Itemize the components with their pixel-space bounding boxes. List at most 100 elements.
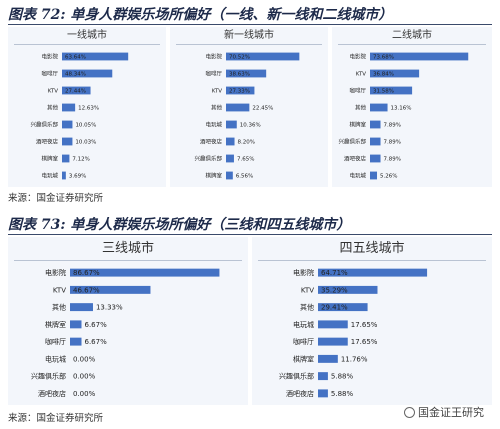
chart-title: 一线城市 bbox=[67, 30, 107, 41]
value-label: 46.67% bbox=[73, 286, 100, 294]
bar bbox=[226, 137, 235, 146]
bar bbox=[70, 320, 82, 329]
bar bbox=[318, 337, 348, 346]
value-label: 5.88% bbox=[331, 373, 354, 381]
category-label: 棋牌室 bbox=[41, 154, 58, 162]
category-label: 酒吧夜店 bbox=[286, 389, 314, 398]
bar bbox=[370, 154, 381, 163]
bar bbox=[318, 320, 348, 329]
chart-title: 新一线城市 bbox=[224, 30, 274, 41]
value-label: 13.16% bbox=[391, 105, 412, 111]
value-label: 0.00% bbox=[73, 373, 96, 381]
value-label: 7.65% bbox=[237, 156, 254, 162]
category-label: 棋牌室 bbox=[45, 320, 66, 329]
value-label: 36.84% bbox=[373, 71, 394, 77]
bar bbox=[318, 354, 338, 363]
chart-title: 四五线城市 bbox=[339, 241, 405, 256]
category-label: KTV bbox=[212, 88, 223, 94]
bar bbox=[62, 171, 66, 180]
figure-73-source: 来源：国金证券研究所 bbox=[8, 413, 104, 424]
figure-72-source: 来源：国金证券研究所 bbox=[8, 193, 104, 204]
category-label: 其他 bbox=[300, 303, 314, 312]
category-label: 兴趣俱乐部 bbox=[338, 137, 366, 145]
category-label: 其他 bbox=[47, 103, 59, 111]
category-label: 电玩城 bbox=[349, 171, 366, 179]
value-label: 86.67% bbox=[73, 269, 100, 277]
category-label: 酒吧夜店 bbox=[36, 137, 59, 145]
bar bbox=[62, 52, 129, 61]
bar bbox=[226, 69, 267, 78]
value-label: 17.65% bbox=[351, 338, 378, 346]
category-label: 电玩城 bbox=[41, 171, 58, 179]
bar bbox=[370, 137, 381, 146]
value-label: 48.34% bbox=[65, 71, 86, 77]
category-label: 酒吧夜店 bbox=[200, 137, 223, 145]
bar bbox=[70, 337, 82, 346]
bar bbox=[62, 137, 73, 146]
value-label: 73.68% bbox=[373, 54, 394, 60]
watermark-text: 国金证王研究 bbox=[418, 406, 484, 419]
value-label: 22.45% bbox=[252, 105, 273, 111]
figure-73-title: 图表 73: 单身人群娱乐场所偏好（三线和四五线城市） bbox=[8, 217, 351, 233]
value-label: 7.12% bbox=[72, 156, 89, 162]
category-label: 棋牌室 bbox=[205, 171, 222, 179]
value-label: 6.67% bbox=[85, 338, 108, 346]
value-label: 7.89% bbox=[384, 156, 401, 162]
value-label: 12.63% bbox=[78, 105, 99, 111]
chart-title-rule bbox=[14, 260, 242, 261]
chart-title-rule bbox=[176, 44, 322, 45]
bar-chart-tier1: 电影院 63.64% 咖啡厅 48.34% KTV 27.44% 其他 12.63% 兴趣俱乐部… bbox=[30, 52, 129, 180]
category-label: KTV bbox=[53, 286, 66, 294]
value-label: 10.03% bbox=[75, 139, 96, 145]
category-label: 其他 bbox=[355, 103, 367, 111]
value-label: 0.00% bbox=[73, 355, 96, 363]
bar bbox=[370, 103, 388, 112]
category-label: 其他 bbox=[52, 303, 66, 312]
value-label: 11.76% bbox=[341, 355, 368, 363]
value-label: 13.33% bbox=[96, 304, 123, 312]
chart-title: 三线城市 bbox=[101, 241, 154, 256]
chart-title-rule bbox=[14, 44, 160, 45]
chart-panel-tier3: 三线城市 电影院 86.67% KTV 46.67% 其他 13.33% 棋牌室 6.67% 咖… bbox=[8, 237, 248, 405]
value-label: 29.41% bbox=[321, 304, 348, 312]
category-label: KTV bbox=[356, 71, 367, 77]
category-label: 兴趣俱乐部 bbox=[31, 372, 66, 381]
category-label: 咖啡厅 bbox=[293, 337, 314, 346]
bar bbox=[318, 389, 328, 398]
category-label: 咖啡厅 bbox=[41, 69, 58, 77]
category-label: 电玩城 bbox=[45, 354, 66, 363]
bar bbox=[318, 268, 428, 277]
category-label: 电影院 bbox=[45, 268, 66, 277]
category-label: KTV bbox=[301, 286, 314, 294]
bar bbox=[226, 154, 234, 163]
value-label: 7.89% bbox=[384, 139, 401, 145]
bar bbox=[70, 268, 220, 277]
bar bbox=[370, 69, 420, 78]
category-label: 电玩城 bbox=[293, 320, 314, 329]
figure-72-title: 图表 72: 单身人群娱乐场所偏好（一线、新一线和二线城市） bbox=[8, 7, 393, 23]
bar bbox=[370, 120, 381, 129]
bar bbox=[62, 154, 70, 163]
value-label: 27.33% bbox=[229, 88, 250, 94]
bar bbox=[70, 303, 93, 312]
value-label: 10.36% bbox=[240, 122, 261, 128]
watermark: 国金证王研究 bbox=[404, 404, 484, 420]
category-label: 电影院 bbox=[293, 268, 314, 277]
category-label: 电影院 bbox=[349, 52, 366, 60]
chart-title-rule bbox=[258, 260, 486, 261]
chart-panel-tier4-5: 四五线城市 电影院 64.71% KTV 35.29% 其他 29.41% 电玩城 17.65… bbox=[252, 237, 492, 405]
bar bbox=[70, 285, 151, 294]
bar-chart-tier2: 电影院 73.68% KTV 36.84% 咖啡厅 31.58% 其他 13.16% 棋牌室 7.… bbox=[338, 52, 469, 180]
value-label: 70.52% bbox=[229, 54, 250, 60]
bar bbox=[226, 86, 255, 95]
value-label: 5.88% bbox=[331, 390, 354, 398]
bar-chart-tier3: 电影院 86.67% KTV 46.67% 其他 13.33% 棋牌室 6.67% 咖啡厅 6.6… bbox=[31, 268, 220, 398]
value-label: 10.05% bbox=[75, 122, 96, 128]
category-label: 咖啡厅 bbox=[205, 69, 222, 77]
bar bbox=[370, 171, 378, 180]
category-label: 咖啡厅 bbox=[45, 337, 66, 346]
chart-title: 二线城市 bbox=[392, 30, 432, 41]
value-label: 27.44% bbox=[65, 88, 86, 94]
bar bbox=[370, 52, 469, 61]
value-label: 35.29% bbox=[321, 286, 348, 294]
